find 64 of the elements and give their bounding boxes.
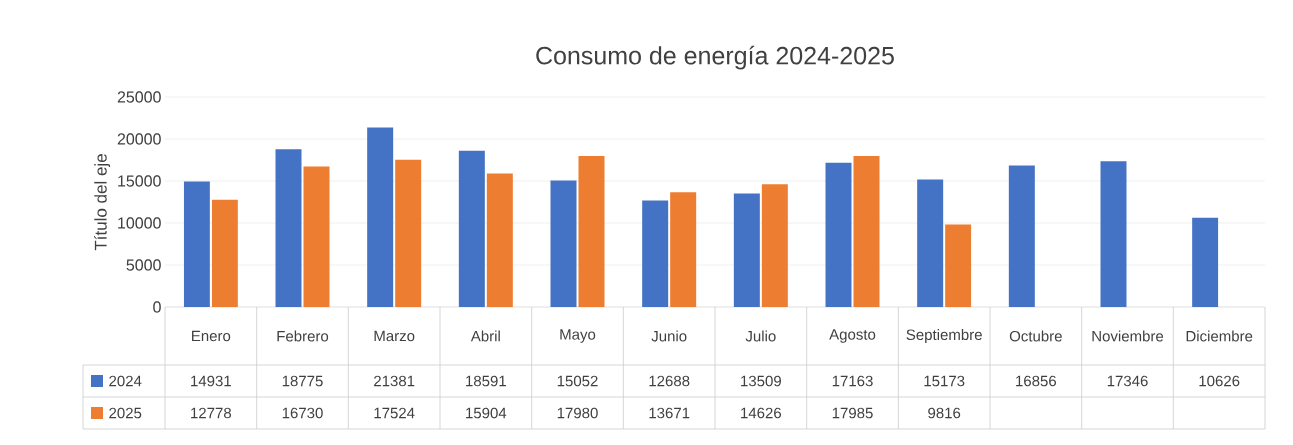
bar — [945, 224, 972, 307]
data-label: 14626 — [741, 407, 782, 419]
bar — [1192, 217, 1219, 307]
data-label: 13671 — [649, 407, 690, 419]
x-tick-label: Julio — [745, 330, 776, 342]
x-tick-label: Marzo — [374, 330, 415, 342]
x-tick-label: Septiembre — [906, 329, 982, 343]
y-axis-title: Título del eje — [94, 154, 111, 251]
bar — [761, 184, 788, 307]
bar — [917, 179, 944, 307]
bar — [395, 159, 422, 307]
data-label: 12778 — [191, 407, 232, 419]
legend-label: 2025 — [109, 407, 142, 419]
x-tick-label: Abril — [470, 330, 500, 342]
bar — [1100, 161, 1127, 307]
bar — [458, 150, 485, 307]
data-label: 17163 — [832, 375, 873, 387]
bar — [733, 193, 760, 307]
data-label: 14931 — [191, 375, 231, 387]
legend-label: 2024 — [109, 375, 142, 387]
data-label: 17985 — [832, 407, 873, 419]
bar — [303, 166, 330, 307]
bar — [367, 127, 394, 307]
data-label: 17346 — [1107, 375, 1148, 387]
y-tick-label: 20000 — [117, 133, 161, 145]
data-label: 15173 — [924, 375, 965, 387]
data-label: 9816 — [928, 407, 961, 419]
data-label: 10626 — [1199, 375, 1240, 387]
chart-title: Consumo de energía 2024-2025 — [536, 45, 894, 70]
bar — [211, 199, 238, 307]
x-tick-label: Noviembre — [1092, 330, 1164, 342]
x-tick-label: Enero — [192, 330, 231, 342]
data-label: 17980 — [557, 407, 598, 419]
data-label: 13509 — [741, 375, 781, 387]
bar — [1008, 165, 1035, 307]
data-label: 16730 — [282, 407, 323, 419]
y-tick-label: 15000 — [118, 175, 161, 187]
data-label: 18775 — [282, 375, 323, 387]
bar — [486, 173, 513, 307]
bar — [642, 200, 669, 307]
y-tick-label: 10000 — [118, 217, 161, 229]
x-tick-label: Febrero — [277, 330, 329, 342]
y-tick-label: 0 — [153, 301, 161, 313]
bar — [578, 155, 605, 307]
data-label: 12688 — [649, 375, 690, 387]
data-label: 16856 — [1016, 375, 1057, 387]
data-label: 17524 — [374, 407, 415, 419]
data-label: 18591 — [466, 375, 506, 387]
x-tick-label: Agosto — [829, 329, 876, 343]
bar — [670, 192, 697, 307]
data-label: 21381 — [374, 375, 415, 387]
y-tick-label: 25000 — [117, 91, 161, 103]
x-tick-label: Diciembre — [1186, 330, 1253, 342]
bar — [550, 180, 577, 307]
bar — [853, 155, 880, 307]
bar — [183, 181, 210, 307]
x-tick-label: Octubre — [1009, 330, 1062, 342]
data-label: 15052 — [557, 375, 598, 387]
bar — [275, 149, 302, 307]
x-tick-label: Junio — [651, 330, 687, 342]
bar — [825, 162, 852, 307]
x-tick-label: Mayo — [560, 329, 596, 343]
data-label: 15904 — [466, 407, 507, 419]
y-tick-label: 5000 — [126, 259, 161, 271]
